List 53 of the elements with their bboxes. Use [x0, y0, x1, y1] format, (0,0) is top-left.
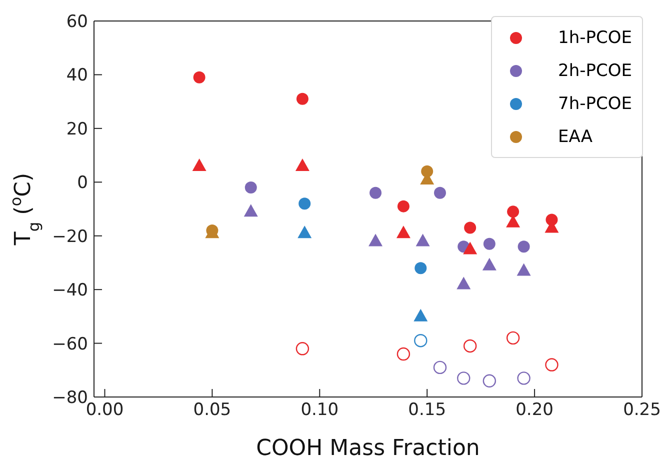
point: [456, 276, 471, 290]
point: [244, 182, 257, 194]
legend-label: 2h-PCOE: [558, 60, 632, 80]
legend-label: 1h-PCOE: [558, 28, 632, 48]
point: [295, 158, 310, 172]
point: [414, 334, 428, 348]
point: [433, 360, 447, 374]
point: [507, 206, 520, 218]
x-axis-title: COOH Mass Fraction: [256, 436, 480, 461]
y-tick-label: −80: [52, 388, 88, 408]
point: [397, 200, 410, 212]
point: [463, 242, 478, 254]
x-tick-label: 0.20: [516, 400, 554, 420]
point: [296, 342, 310, 356]
y-tick-label: −20: [52, 226, 88, 247]
y-tick-label: 60: [66, 12, 88, 32]
y-tick-label: 0: [77, 173, 88, 194]
point: [296, 92, 308, 105]
point: [482, 374, 496, 388]
point: [463, 339, 477, 353]
y-tick-label: 20: [66, 119, 88, 140]
point: [192, 158, 206, 172]
point: [244, 204, 258, 217]
point: [193, 71, 206, 84]
point: [416, 234, 430, 246]
point: [506, 331, 520, 345]
y-tick-label: 40: [66, 66, 88, 86]
point: [396, 347, 410, 361]
point: [482, 258, 496, 270]
point: [516, 263, 531, 276]
point: [518, 240, 530, 253]
point: [464, 222, 476, 234]
legend-label: 7h-PCOE: [558, 94, 632, 114]
point: [457, 372, 470, 385]
point: [368, 234, 383, 246]
point: [434, 186, 446, 199]
x-tick-label: 0.05: [193, 400, 232, 420]
point: [370, 186, 382, 199]
point: [483, 238, 496, 250]
y-tick-label: −40: [52, 280, 88, 301]
point: [414, 262, 427, 274]
y-tick-label: −60: [52, 334, 88, 354]
x-tick-label: 0.00: [86, 400, 124, 420]
x-tick-label: 0.15: [408, 400, 446, 420]
point: [298, 226, 312, 238]
x-tick-label: 0.25: [623, 400, 661, 420]
point: [517, 372, 530, 385]
point: [298, 198, 311, 210]
legend-label: EAA: [558, 126, 593, 146]
point: [414, 308, 428, 322]
point: [396, 226, 410, 238]
point: [545, 358, 558, 372]
x-tick-label: 0.10: [300, 400, 339, 420]
